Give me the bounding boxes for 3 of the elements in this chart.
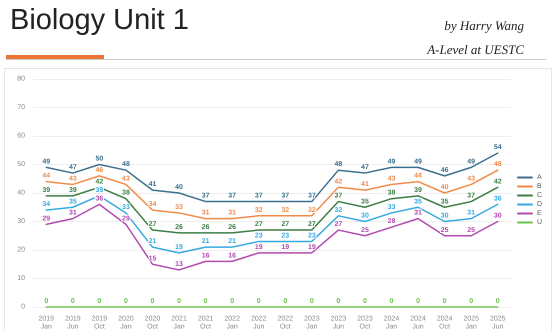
chart-title: Biology Unit 1: [10, 4, 189, 37]
chart-subtitle: by Harry Wang: [443, 17, 524, 35]
text: A-Level at UESTC: [427, 41, 524, 59]
